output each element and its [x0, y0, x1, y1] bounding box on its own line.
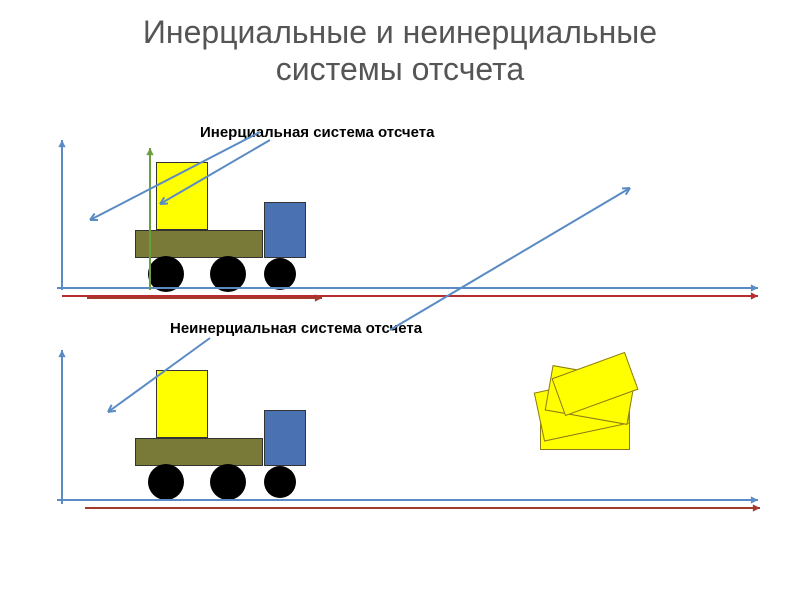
svg-overlay — [0, 0, 800, 600]
stage: Инерциальные и неинерциальные системы от… — [0, 0, 800, 600]
